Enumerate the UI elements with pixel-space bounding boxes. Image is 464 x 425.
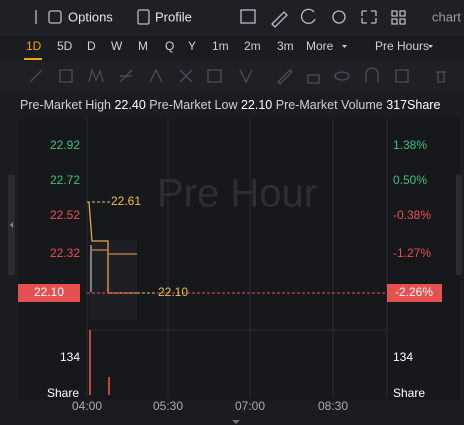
- percent-tick: 0.50%: [393, 173, 427, 187]
- percent-tick: 1.38%: [393, 138, 427, 152]
- draw-icon[interactable]: [271, 11, 288, 28]
- chart-button[interactable]: chart: [432, 9, 461, 24]
- tool-fib[interactable]: [119, 69, 133, 83]
- dropdown-arrow: [428, 45, 433, 48]
- tool-lock[interactable]: [307, 74, 320, 84]
- current-price: 22.10: [34, 285, 64, 299]
- period-tab[interactable]: 2m: [244, 39, 261, 53]
- volume-unit: Share: [393, 386, 425, 400]
- period-tabs: 1D 5D D W M Q Y 1m 2m 3m: [24, 39, 294, 60]
- info-label: Pre-Market Volume: [276, 98, 383, 112]
- current-price-box: [18, 284, 80, 302]
- tool-pattern[interactable]: [149, 68, 163, 83]
- period-tab[interactable]: 1m: [212, 39, 229, 53]
- info-line: Pre-Market High 22.40 Pre-Market Low 22.…: [20, 98, 440, 112]
- low-marker: 22.10: [158, 285, 188, 299]
- time-tick: 04:00: [72, 399, 102, 413]
- period-tab[interactable]: 3m: [277, 39, 294, 53]
- fullscreen-icon[interactable]: [361, 10, 377, 24]
- grid: [86, 118, 388, 398]
- drawing-toolbar: [0, 61, 464, 92]
- profile-button[interactable]: Profile: [155, 9, 192, 24]
- tool-cross[interactable]: [179, 69, 193, 83]
- layout-icon[interactable]: [391, 10, 406, 25]
- price-tick: 22.92: [50, 138, 80, 152]
- period-tab[interactable]: 1D: [26, 39, 42, 53]
- period-tab[interactable]: M: [138, 39, 148, 53]
- tool-line[interactable]: [29, 69, 43, 83]
- volume-tick: 134: [393, 350, 413, 364]
- time-tick: 07:00: [235, 399, 265, 413]
- price-tick: 22.52: [50, 208, 80, 222]
- tool-eye[interactable]: [334, 71, 350, 81]
- price-shade: [89, 240, 137, 320]
- average-line: [92, 249, 137, 255]
- tool-delete[interactable]: [436, 71, 446, 83]
- time-tick: 05:30: [153, 399, 183, 413]
- info-value: 317Share: [386, 98, 440, 112]
- dropdown-arrow: [342, 45, 347, 48]
- period-tab[interactable]: Y: [188, 39, 196, 53]
- session-menu[interactable]: Pre Hours: [375, 39, 429, 53]
- tool-measure[interactable]: [239, 69, 253, 84]
- profile-icon[interactable]: [137, 9, 150, 25]
- options-button[interactable]: Options: [68, 9, 113, 24]
- tool-pen[interactable]: [277, 69, 293, 85]
- drawing-tools: [29, 67, 446, 85]
- current-percent: -2.26%: [395, 285, 433, 299]
- toolbar-icons: [240, 8, 406, 28]
- time-tick: 08:30: [318, 399, 348, 413]
- period-tab[interactable]: Q: [165, 39, 174, 53]
- volume-bar: [89, 330, 91, 395]
- expand-arrow[interactable]: [232, 420, 240, 424]
- tool-magnet[interactable]: [365, 67, 379, 82]
- tool-rect[interactable]: [59, 69, 73, 83]
- volume-tick: 134: [60, 350, 80, 364]
- info-label: Pre-Market Low: [149, 98, 238, 112]
- indicator-icon[interactable]: [240, 9, 256, 24]
- settings-icon[interactable]: [332, 10, 346, 24]
- refresh-icon[interactable]: [300, 8, 316, 24]
- tool-text[interactable]: [207, 69, 222, 83]
- info-value: 22.10: [241, 98, 272, 112]
- tool-stack[interactable]: [395, 69, 409, 83]
- volume-bar: [108, 377, 110, 395]
- percent-tick: -1.27%: [393, 246, 431, 260]
- tool-wave[interactable]: [88, 67, 104, 83]
- more-menu[interactable]: More: [306, 39, 334, 53]
- info-value: 22.40: [114, 98, 145, 112]
- high-marker: 22.61: [111, 194, 141, 208]
- percent-tick: -0.38%: [393, 208, 431, 222]
- scroll-arrow: [10, 222, 13, 228]
- price-tick: 22.72: [50, 173, 80, 187]
- scroll-handle[interactable]: [456, 175, 462, 275]
- options-icon[interactable]: [48, 10, 62, 24]
- price-tick: 22.32: [50, 246, 80, 260]
- watermark: Pre Hour: [157, 172, 317, 216]
- info-label: Pre-Market High: [20, 98, 111, 112]
- period-tab[interactable]: D: [87, 39, 96, 53]
- period-tab[interactable]: W: [111, 39, 123, 53]
- toolbar: [0, 0, 464, 34]
- current-percent-box: [387, 284, 442, 302]
- period-tab[interactable]: 5D: [57, 39, 73, 53]
- volume-unit: Share: [47, 386, 79, 400]
- axes: 22.92 22.72 22.52 22.32 1.38% 0.50% -0.38% -1.2…: [50, 138, 431, 413]
